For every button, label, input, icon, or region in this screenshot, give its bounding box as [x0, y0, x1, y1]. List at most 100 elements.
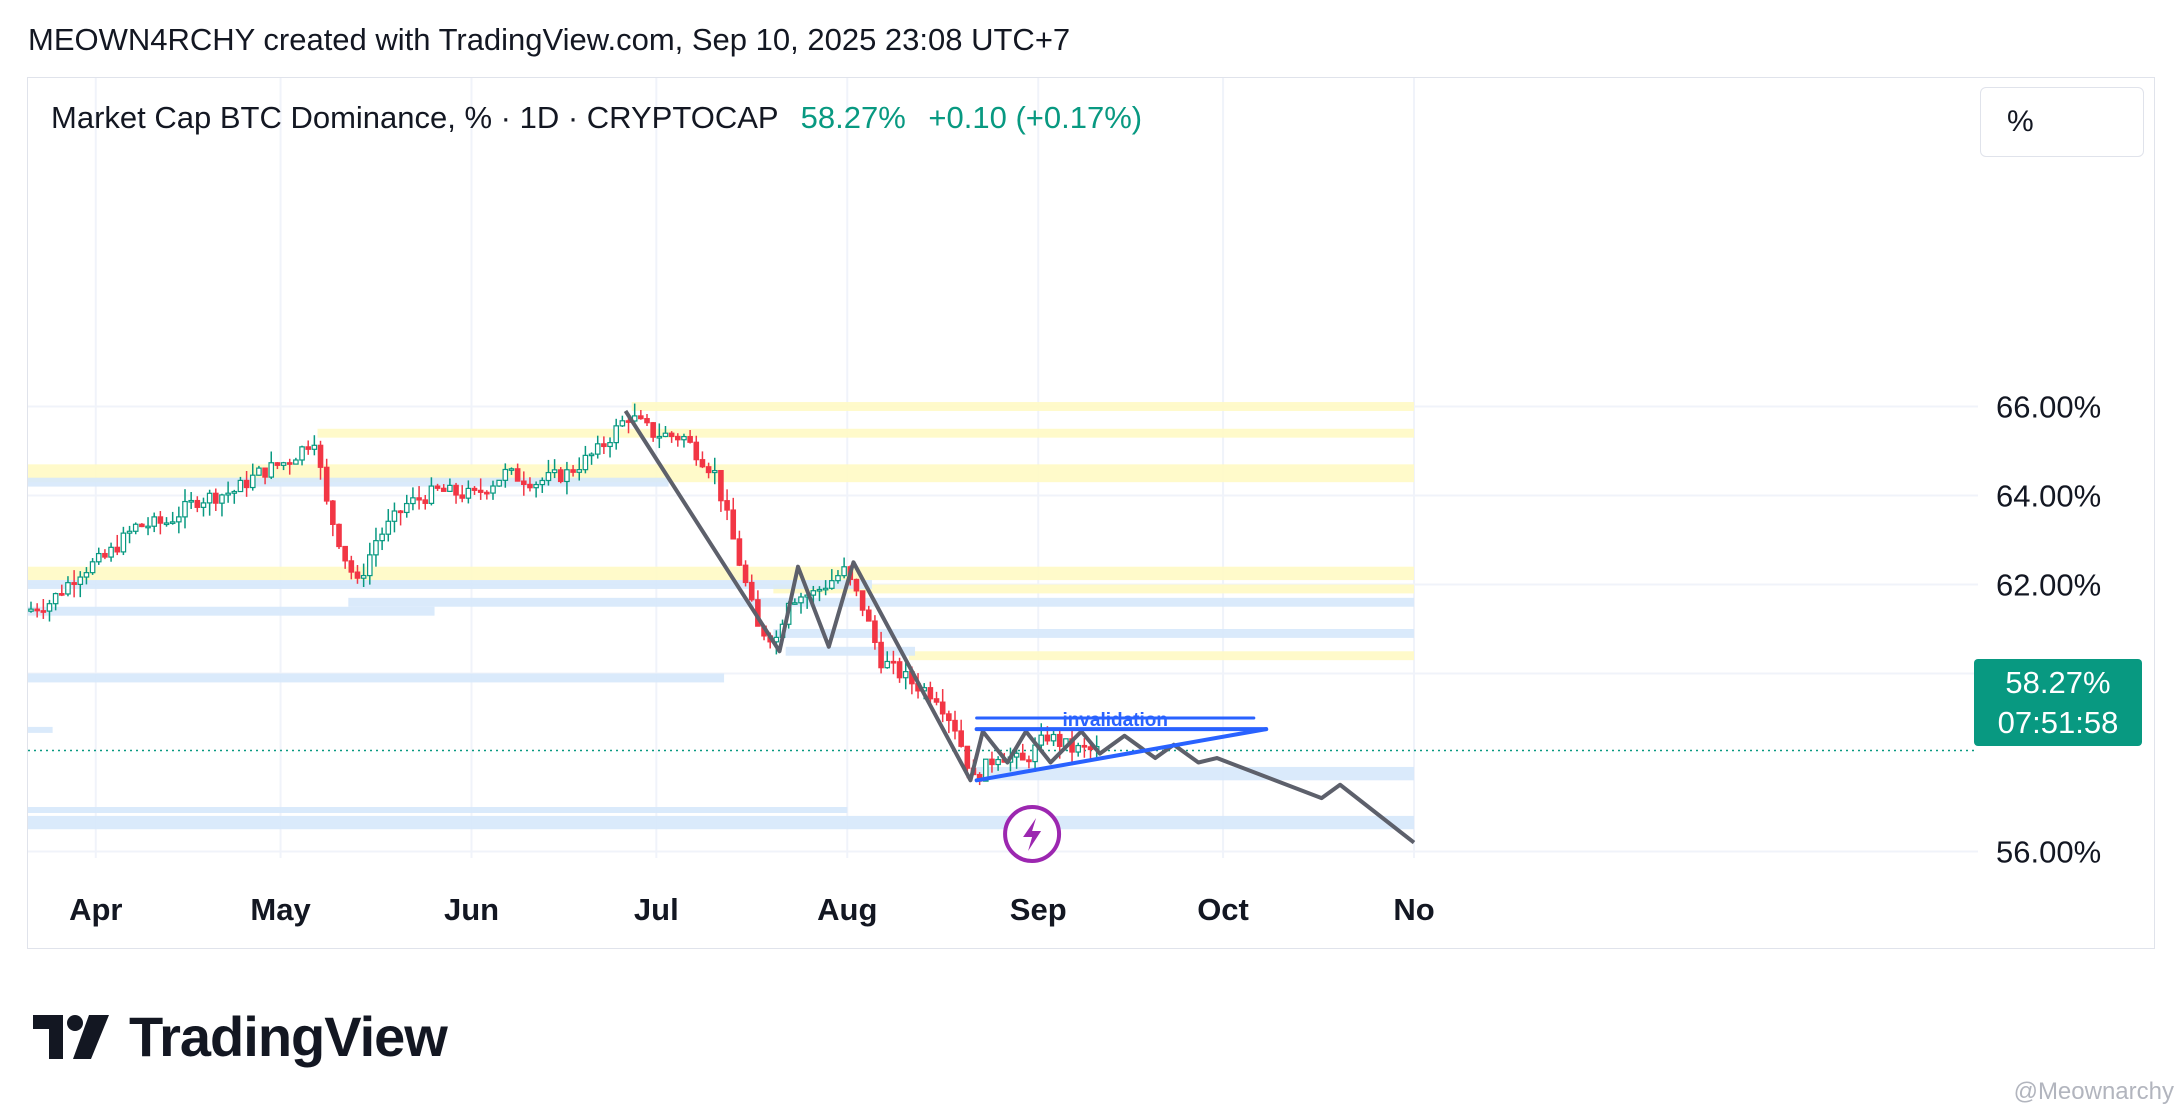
candle-body	[816, 588, 823, 592]
candle-body	[490, 485, 496, 494]
candle-body	[964, 745, 971, 769]
candle-body	[219, 494, 225, 504]
candle-body	[46, 603, 53, 612]
candle-body	[878, 641, 884, 669]
candle-body	[182, 500, 188, 518]
candle-body	[533, 483, 539, 489]
candle-body	[946, 713, 952, 722]
brand-name: TradingView	[129, 1005, 448, 1068]
candle-body	[699, 459, 706, 468]
x-tick-label: Sep	[1010, 892, 1067, 927]
tradingview-logo-icon	[33, 1014, 109, 1059]
candle-body	[502, 468, 509, 481]
support-zone	[28, 580, 872, 589]
candle-body	[71, 582, 77, 585]
candle-body	[447, 484, 453, 492]
candle-body	[982, 758, 989, 782]
candle-body	[582, 454, 589, 471]
candle-body	[594, 443, 601, 455]
candle-body	[237, 479, 244, 493]
projection-line	[623, 409, 1416, 845]
candle-body	[872, 620, 878, 643]
candle-body	[163, 522, 170, 526]
candle-body	[693, 441, 700, 461]
candle-body	[317, 444, 324, 468]
candle-body	[681, 435, 687, 441]
candle-body	[403, 502, 410, 514]
candle-body	[471, 487, 478, 491]
unit-button[interactable]: %	[1980, 87, 2144, 157]
candle-body	[459, 494, 466, 499]
candle-body	[662, 432, 669, 438]
candle-body	[280, 462, 287, 466]
candle-body	[114, 546, 121, 553]
candle-body	[434, 485, 441, 489]
candle-body	[853, 578, 860, 592]
candle-body	[145, 525, 151, 529]
triangle-support-line	[974, 727, 1269, 783]
x-tick-label: May	[250, 892, 311, 927]
candle-body	[243, 479, 250, 489]
candle-body	[126, 530, 133, 534]
candle-body	[311, 444, 318, 450]
support-zone	[785, 646, 916, 656]
candle-body	[865, 609, 872, 622]
candle-body	[157, 516, 164, 524]
candle-body	[601, 443, 607, 448]
candle-body	[1075, 744, 1082, 753]
candle-body	[367, 554, 373, 577]
candle-body	[231, 490, 238, 494]
candle-body	[1044, 734, 1051, 742]
candle-body	[835, 575, 841, 582]
resistance-zone	[908, 651, 1414, 661]
candle-body	[262, 467, 268, 478]
candle-body	[385, 520, 392, 535]
x-tick-label: Jul	[634, 892, 679, 927]
candle-body	[453, 484, 459, 496]
candle-body	[650, 422, 656, 438]
candle-body	[477, 489, 484, 493]
symbol-legend: Market Cap BTC Dominance, % · 1D · CRYPT…	[51, 100, 1142, 136]
candle-body	[484, 491, 490, 495]
candle-body	[730, 509, 737, 540]
price-chart[interactable]: invalidation Apr May Jun Jul Aug Sep Oct No 56.0…	[28, 78, 2156, 950]
candle-body	[718, 469, 724, 502]
support-zone	[28, 815, 1414, 830]
candle-body	[989, 758, 995, 766]
y-tick-label: 64.00%	[1996, 479, 2101, 514]
candle-body	[576, 469, 583, 473]
candle-body	[379, 533, 385, 542]
candle-body	[613, 425, 620, 444]
badge-countdown: 07:51:58	[1997, 704, 2119, 740]
candle-body	[742, 564, 749, 584]
candle-body	[256, 467, 262, 476]
candle-body	[225, 492, 231, 496]
candle-body	[810, 590, 817, 596]
support-zone	[28, 726, 53, 733]
x-tick-label: Apr	[69, 892, 122, 927]
candle-body	[330, 500, 336, 525]
candle-body	[34, 608, 40, 612]
candle-body	[1026, 759, 1032, 763]
resistance-zone	[317, 428, 1414, 438]
candle-body	[527, 483, 533, 489]
candle-body	[65, 582, 71, 595]
candle-body	[508, 468, 515, 471]
candle-body	[410, 497, 416, 505]
candle-body	[108, 546, 114, 558]
candle-body	[354, 571, 361, 579]
candle-body	[397, 510, 404, 514]
support-zone	[28, 477, 669, 487]
candle-body	[539, 479, 546, 486]
candle-body	[299, 446, 305, 461]
candle-body	[336, 523, 342, 548]
candle-body	[95, 552, 102, 563]
candle-body	[428, 485, 435, 504]
badge-price: 58.27%	[2005, 664, 2111, 700]
candle-body	[545, 471, 552, 482]
candle-body	[1081, 744, 1088, 748]
candle-body	[570, 469, 576, 473]
candle-body	[958, 730, 964, 747]
y-tick-label: 66.00%	[1996, 390, 2101, 425]
x-tick-label: Jun	[444, 892, 499, 927]
